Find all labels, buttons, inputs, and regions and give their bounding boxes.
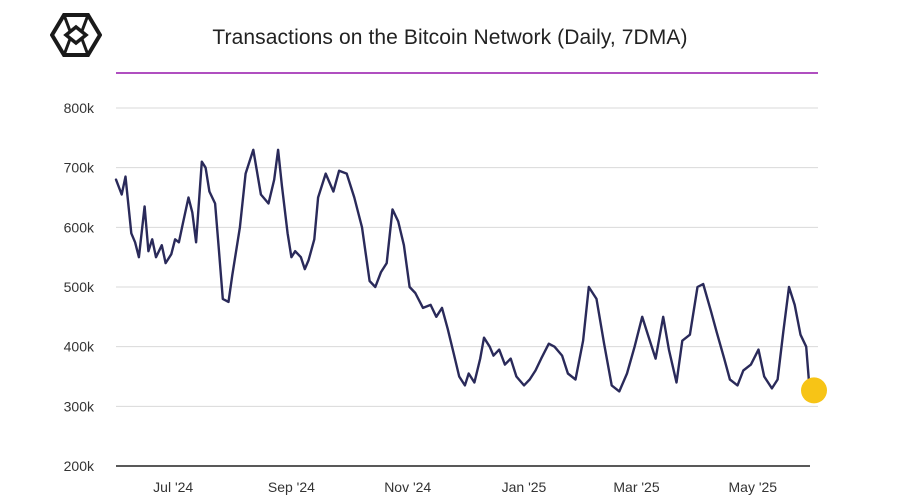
x-tick-label-sep-24: Sep '24 [268, 479, 315, 495]
latest-value-marker [801, 377, 827, 404]
the-block-logo-icon [50, 13, 102, 57]
x-tick-label-nov-24: Nov '24 [384, 479, 431, 495]
y-tick-label-700k: 700k [64, 160, 95, 176]
series-line [114, 148, 812, 396]
y-tick-label-300k: 300k [64, 398, 95, 414]
x-tick-label-jan-25: Jan '25 [502, 479, 547, 495]
chart-title: Transactions on the Bitcoin Network (Dai… [212, 26, 688, 49]
y-tick-label-800k: 800k [64, 100, 95, 116]
title-divider [116, 72, 818, 74]
x-tick-label-jul-24: Jul '24 [153, 479, 193, 495]
y-tick-label-200k: 200k [64, 458, 95, 474]
y-tick-label-600k: 600k [64, 219, 95, 235]
y-tick-label-500k: 500k [64, 279, 95, 295]
x-tick-label-may-25: May '25 [729, 479, 778, 495]
x-tick-label-mar-25: Mar '25 [613, 479, 659, 495]
y-tick-label-400k: 400k [64, 339, 95, 355]
